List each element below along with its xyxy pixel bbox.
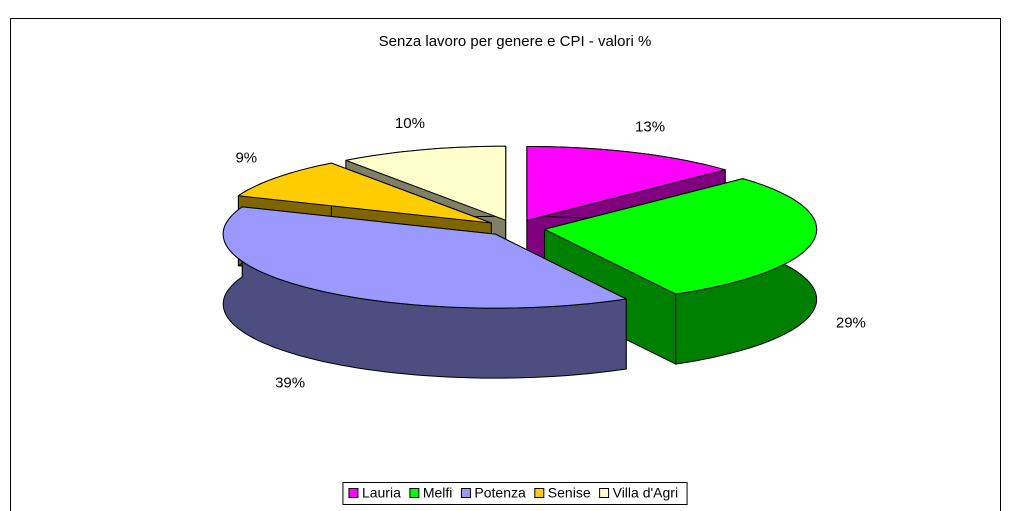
slice-top [237,162,492,224]
legend-label: Villa d'Agri [613,485,678,501]
pie-slice [222,206,627,379]
slice-top [345,145,507,221]
legend-label: Lauria [362,485,401,501]
legend-swatch [409,488,420,498]
legend-swatch [534,488,545,498]
data-label: 29% [836,315,866,332]
data-label: 10% [395,115,425,132]
data-label: 13% [635,119,665,136]
slice-top [222,206,627,309]
legend: Lauria Melfi Potenza Senise Villa d'Agri [342,482,688,505]
slice-top [544,178,818,295]
legend-label: Melfi [423,485,453,501]
legend-label: Potenza [474,485,526,501]
legend-swatch [348,488,359,498]
legend-swatch [599,488,610,498]
legend-swatch [460,488,471,498]
chart-title: Senza lavoro per genere e CPI - valori % [379,33,652,50]
legend-label: Senise [548,485,591,501]
slice-top [526,146,726,221]
data-label: 39% [275,374,305,391]
data-label: 9% [235,149,257,166]
